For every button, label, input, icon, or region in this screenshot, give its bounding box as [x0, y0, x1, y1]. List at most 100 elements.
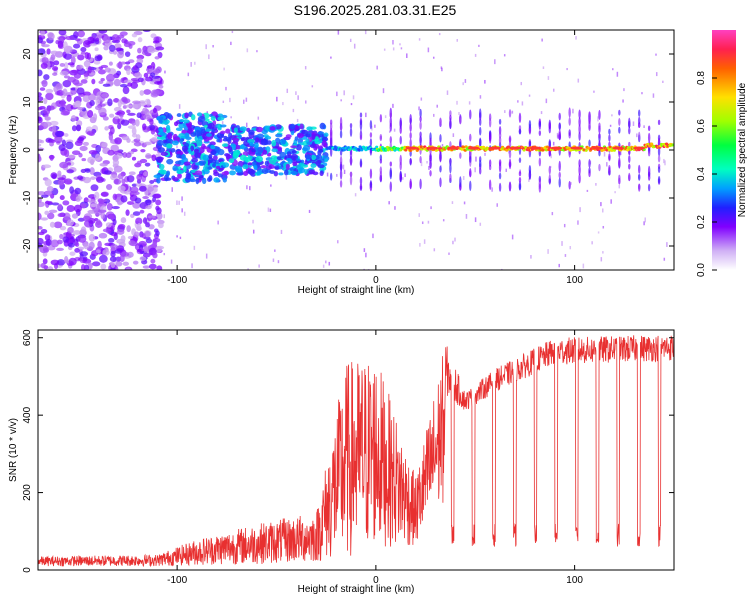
spectrogram-speckle	[82, 94, 90, 103]
spectrogram-blob	[227, 146, 233, 153]
spectrogram-plume	[568, 117, 571, 126]
spectrogram-speckle	[109, 256, 117, 263]
spectrogram-plume	[339, 125, 343, 131]
spectrogram-blob	[179, 119, 185, 123]
spectrogram-speckle	[136, 248, 142, 253]
spectrogram-speckle	[89, 100, 95, 107]
spectrogram-streak	[325, 260, 327, 264]
spectrogram-blob	[311, 133, 316, 140]
colorbar-tick-label: 0.6	[696, 119, 707, 133]
spectrogram-plume	[608, 153, 611, 161]
spectrogram-streak	[566, 68, 568, 71]
spectrogram-blob	[210, 144, 216, 150]
spectrogram-plume	[389, 167, 392, 178]
spectrogram-plume	[469, 133, 472, 142]
spectrogram-speckle	[130, 81, 139, 89]
spectrogram-speckle	[151, 136, 158, 142]
spectrogram-streak	[511, 234, 514, 240]
spectrogram-speckle	[147, 46, 156, 54]
spectrogram-streak	[484, 79, 486, 84]
spectrogram-plume	[628, 163, 631, 170]
spectrogram-peak	[633, 146, 646, 150]
spectrogram-blob	[261, 129, 268, 135]
spectrogram-blob	[290, 145, 298, 149]
spectrogram-plume	[369, 119, 373, 130]
spectrogram-speckle	[120, 235, 126, 242]
spectrogram-blob	[233, 127, 239, 133]
spectrogram-streak	[384, 115, 387, 119]
spectrogram-streak	[423, 239, 426, 244]
spectrogram-blob	[213, 171, 220, 177]
spectrogram-plume	[518, 171, 522, 177]
spectrogram-speckle	[145, 238, 153, 244]
spectrogram-streak	[225, 86, 227, 91]
spectrogram-speckle	[97, 69, 106, 75]
spectrogram-plume	[638, 183, 641, 192]
chart-title: S196.2025.281.03.31.E25	[293, 2, 457, 18]
spectrogram-streak	[504, 110, 506, 113]
spectrogram-plume	[638, 131, 641, 142]
spectrogram-blob	[159, 128, 164, 132]
spectrogram-blob	[299, 123, 304, 130]
spectrogram-plume	[409, 158, 412, 165]
spectrogram-blob	[220, 130, 226, 135]
spectrogram-speckle	[49, 154, 54, 161]
spectrogram-speckle	[87, 109, 94, 118]
spectrogram-marks	[38, 30, 674, 270]
spectrogram-speckle	[156, 265, 163, 270]
spectrogram-speckle	[131, 33, 138, 38]
spectrogram-plume	[588, 159, 591, 169]
spectrogram-speckle	[145, 98, 151, 103]
spectrogram-streak	[474, 167, 476, 173]
spectrogram-streak	[440, 66, 443, 69]
spectrogram-streak	[579, 207, 581, 213]
spectrogram-blob	[209, 159, 217, 165]
spectrogram-plume	[369, 168, 373, 179]
spectrogram-speckle	[57, 179, 64, 186]
spectrogram-speckle	[84, 264, 90, 270]
spectrogram-blob	[159, 116, 164, 120]
spectrogram-plume	[469, 109, 472, 120]
spectrogram-blob	[176, 169, 184, 174]
spectrogram-speckle	[46, 185, 54, 192]
spectrogram-streak	[430, 206, 432, 210]
spectrogram-streak	[245, 122, 248, 128]
spectrogram-speckle	[64, 62, 69, 70]
spectrogram-speckle	[57, 177, 66, 181]
spectrogram-blob	[285, 163, 290, 171]
spectrogram-speckle	[38, 226, 43, 230]
spectrogram-speckle	[43, 121, 52, 127]
spectrogram-streak	[376, 65, 378, 70]
spectrogram-speckle	[79, 145, 88, 152]
spectrogram-plume	[329, 172, 333, 181]
spectrogram-speckle	[136, 222, 142, 230]
spectrogram-speckle	[73, 43, 81, 49]
spectrogram-speckle	[119, 84, 128, 88]
snr-ytick-label: 400	[22, 406, 33, 423]
spectrogram-streak	[222, 100, 225, 103]
spectrogram-speckle	[80, 79, 88, 84]
spectrogram-blob	[302, 144, 311, 152]
spectrogram-speckle	[44, 178, 52, 187]
spectrogram-blob	[189, 178, 197, 183]
spectrogram-streak	[365, 112, 367, 118]
spectrogram-streak	[652, 93, 655, 98]
spectrogram-blob	[308, 169, 316, 175]
spectrogram-speckle	[100, 192, 109, 197]
spectrogram-speckle	[108, 133, 114, 141]
spectrogram-speckle	[38, 201, 45, 208]
spectrogram-streak	[616, 71, 619, 77]
spectrogram-speckle	[97, 240, 102, 249]
spectrogram-line-point	[357, 148, 361, 152]
spectrogram-plume	[369, 138, 373, 147]
spectrogram-streak	[343, 169, 346, 174]
spectrogram-plume	[409, 138, 412, 148]
spectrogram-plume	[578, 173, 581, 184]
spectrogram-blob	[290, 170, 299, 175]
spectrogram-streak	[231, 30, 234, 34]
spectrogram-streak	[577, 78, 580, 83]
spectrogram-plume	[538, 121, 542, 127]
spectrogram-streak	[229, 97, 231, 103]
spectrogram-speckle	[122, 98, 131, 104]
spectrogram-blob	[193, 148, 199, 154]
